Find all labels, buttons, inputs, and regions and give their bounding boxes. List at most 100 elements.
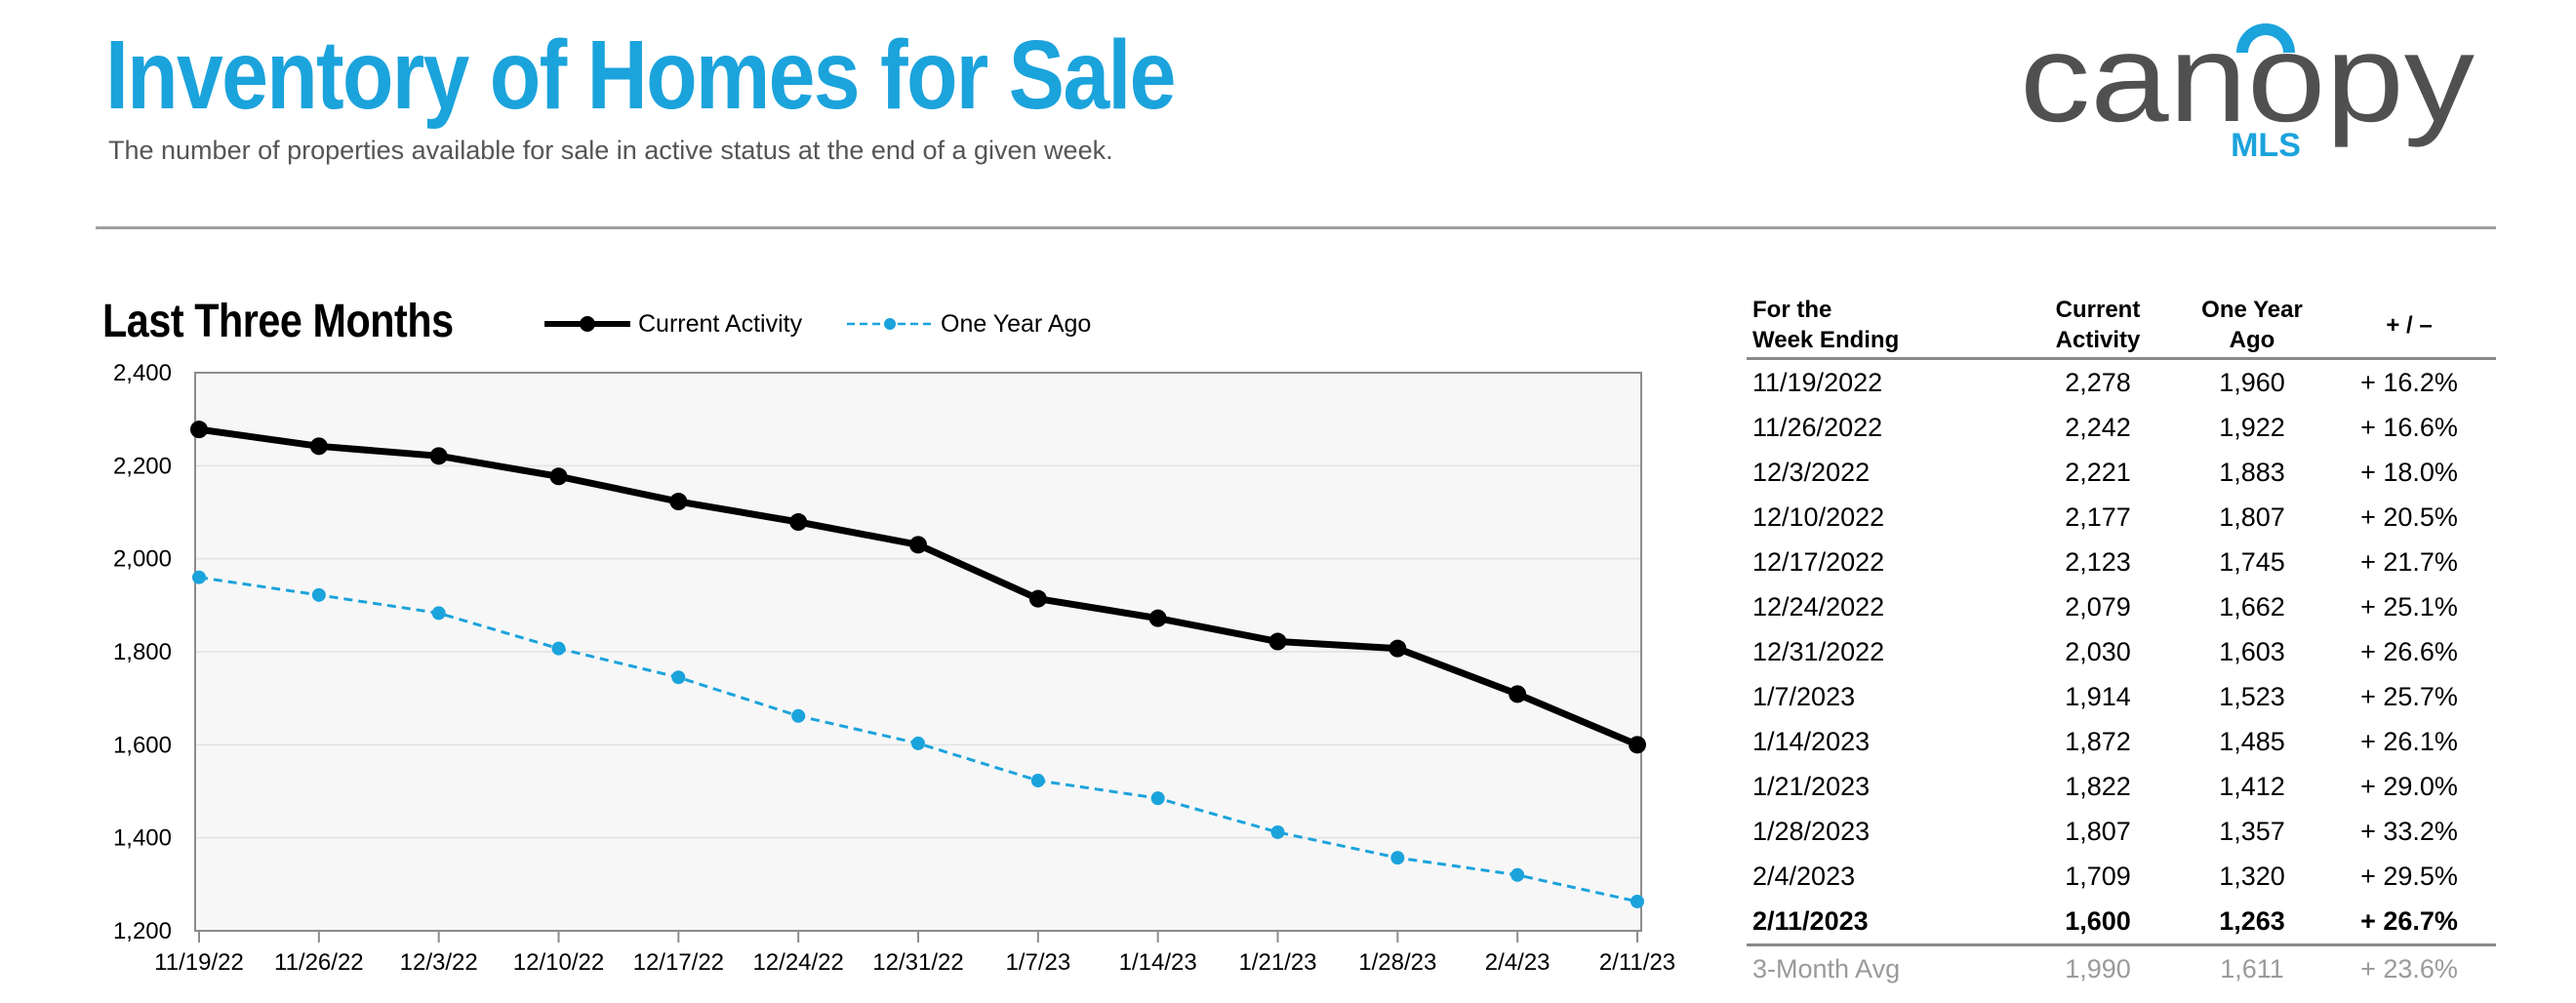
canopy-mls-logo: canopy MLS (2020, 14, 2475, 160)
y-tick-label: 1,400 (113, 825, 172, 852)
cell-year-ago: 1,662 (2219, 592, 2285, 622)
cell-week: 11/19/2022 (1752, 368, 1883, 397)
table-avg-row: 3-Month Avg 1,990 1,611 + 23.6% (1747, 946, 2496, 991)
x-tick-label: 11/19/22 (154, 949, 244, 976)
point-year-ago (1030, 774, 1045, 788)
table-row: 2/4/2023 1,709 1,320 + 29.5% (1747, 854, 2496, 899)
x-tick-label: 11/26/22 (274, 949, 364, 976)
cell-change: + 33.2% (2360, 817, 2458, 846)
y-tick-label: 1,200 (113, 918, 172, 944)
point-current (190, 421, 208, 439)
point-current (429, 447, 448, 465)
table-row: 12/10/2022 2,177 1,807 + 20.5% (1747, 495, 2496, 540)
x-tick-label: 1/28/23 (1358, 949, 1436, 976)
cell-change: + 18.0% (2360, 458, 2458, 487)
table-header-rule (1747, 357, 2496, 360)
cell-current: 2,079 (2065, 592, 2131, 622)
data-table: For the Week Ending Current Activity One… (1747, 293, 2496, 991)
cell-year-ago: 1,603 (2219, 637, 2285, 666)
table-avg-rule (1747, 943, 2496, 946)
legend-year-ago-label: One Year Ago (941, 309, 1092, 338)
point-year-ago (1510, 867, 1525, 882)
point-year-ago (1630, 894, 1644, 908)
cell-week: 1/28/2023 (1752, 817, 1871, 846)
table-row: 12/31/2022 2,030 1,603 + 26.6% (1747, 629, 2496, 674)
cell-year-ago: 1,412 (2219, 772, 2285, 801)
point-current (309, 437, 328, 456)
cell-current: 1,914 (2065, 682, 2131, 711)
header-change: + / – (2386, 312, 2433, 339)
x-tick-label: 12/3/22 (400, 949, 478, 976)
cell-year-ago: 1,745 (2219, 547, 2285, 577)
point-year-ago (431, 606, 446, 621)
page-subtitle: The number of properties available for s… (108, 136, 1113, 165)
cell-week: 12/17/2022 (1752, 547, 1885, 577)
y-tick-label: 2,200 (113, 453, 172, 479)
legend-current-label: Current Activity (638, 309, 803, 338)
point-current (909, 536, 927, 554)
point-year-ago (671, 670, 686, 685)
cell-change: + 20.5% (2360, 502, 2458, 532)
cell-change: + 25.7% (2360, 682, 2458, 711)
table-row: 12/3/2022 2,221 1,883 + 18.0% (1747, 450, 2496, 495)
table-row: 11/19/2022 2,278 1,960 + 16.2% (1747, 360, 2496, 405)
point-year-ago (911, 736, 925, 750)
cell-change: + 26.1% (2360, 727, 2458, 756)
table-header: For the Week Ending Current Activity One… (1747, 293, 2496, 357)
legend-year-ago: One Year Ago (845, 304, 1091, 343)
avg-year-ago: 1,611 (2220, 954, 2284, 983)
y-tick-label: 1,600 (113, 732, 172, 758)
cell-change: + 16.2% (2360, 368, 2458, 397)
cell-current: 1,600 (2065, 906, 2131, 936)
cell-week: 11/26/2022 (1752, 413, 1883, 442)
table-row: 12/24/2022 2,079 1,662 + 25.1% (1747, 584, 2496, 629)
cell-current: 2,221 (2065, 458, 2131, 487)
cell-week: 12/10/2022 (1752, 502, 1885, 532)
cell-week: 12/31/2022 (1752, 637, 1885, 666)
avg-label: 3-Month Avg (1752, 954, 1901, 983)
cell-current: 1,872 (2065, 727, 2131, 756)
point-year-ago (551, 641, 566, 656)
point-year-ago (311, 587, 326, 602)
cell-current: 2,177 (2065, 502, 2131, 532)
cell-current: 2,242 (2065, 413, 2131, 442)
cell-week: 2/4/2023 (1752, 862, 1856, 891)
cell-year-ago: 1,807 (2219, 502, 2285, 532)
logo-sub: MLS (2231, 127, 2301, 160)
cell-change: + 25.1% (2360, 592, 2458, 622)
cell-current: 1,807 (2065, 817, 2131, 846)
x-tick-label: 2/4/23 (1485, 949, 1550, 976)
y-tick-label: 2,000 (113, 546, 172, 573)
cell-change: + 21.7% (2360, 547, 2458, 577)
x-tick-label: 1/7/23 (1005, 949, 1070, 976)
point-current (1509, 685, 1527, 703)
legend-current-swatch (544, 316, 630, 332)
cell-current: 2,030 (2065, 637, 2131, 666)
point-current (1028, 589, 1047, 608)
header-one-year-ago: One Year Ago (2201, 297, 2303, 353)
table-row: 12/17/2022 2,123 1,745 + 21.7% (1747, 540, 2496, 584)
legend-year-ago-swatch (847, 318, 933, 330)
point-year-ago (1270, 824, 1285, 839)
table-row: 1/28/2023 1,807 1,357 + 33.2% (1747, 809, 2496, 854)
page-title: Inventory of Homes for Sale (105, 20, 1176, 130)
x-tick-label: 12/31/22 (872, 949, 963, 976)
legend-current: Current Activity (543, 304, 802, 343)
point-current (1389, 639, 1407, 658)
table-row: 1/7/2023 1,914 1,523 + 25.7% (1747, 674, 2496, 719)
point-current (1629, 736, 1646, 754)
cell-current: 2,278 (2065, 368, 2131, 397)
cell-week: 12/3/2022 (1752, 458, 1871, 487)
table-row: 2/11/2023 1,600 1,263 + 26.7% (1747, 899, 2496, 943)
avg-current: 1,990 (2065, 954, 2131, 983)
cell-year-ago: 1,883 (2219, 458, 2285, 487)
table-body: 11/19/2022 2,278 1,960 + 16.2% 11/26/2022 2,2… (1747, 360, 2496, 943)
cell-year-ago: 1,320 (2219, 862, 2285, 891)
cell-year-ago: 1,357 (2219, 817, 2285, 846)
y-tick-label: 1,800 (113, 639, 172, 665)
cell-current: 2,123 (2065, 547, 2131, 577)
point-year-ago (192, 570, 206, 584)
table-row: 1/21/2023 1,822 1,412 + 29.0% (1747, 764, 2496, 809)
cell-week: 1/14/2023 (1752, 727, 1871, 756)
x-tick-label: 12/10/22 (513, 949, 604, 976)
